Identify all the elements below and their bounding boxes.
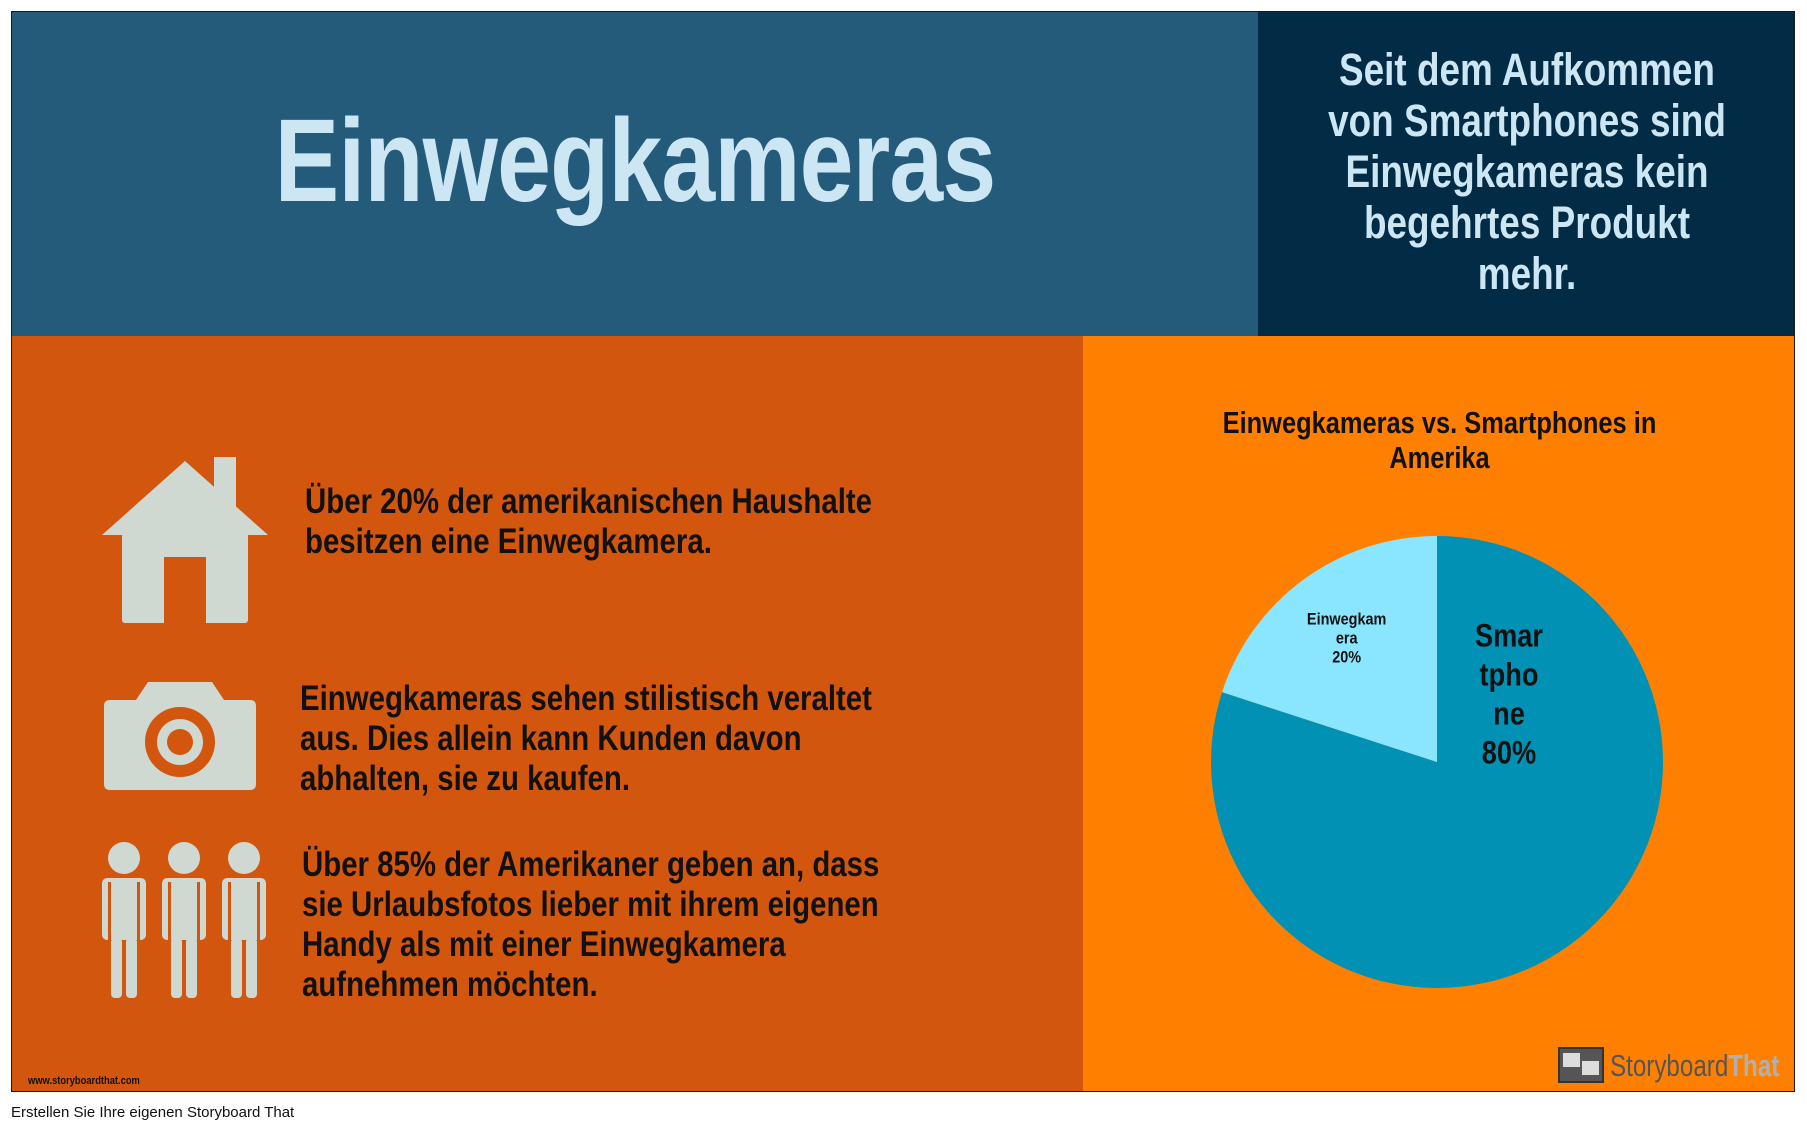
chart-title-line: Einwegkameras vs. Smartphones in	[1222, 405, 1657, 440]
subtitle-line: von Smartphones sind	[1328, 95, 1726, 146]
pie-label-line: 80%	[1482, 736, 1536, 772]
logo-icon	[1558, 1047, 1604, 1083]
logo-word-that: That	[1728, 1048, 1780, 1083]
pie-label-line: Einwegkam	[1307, 611, 1386, 629]
fact-line: sie Urlaubsfotos lieber mit ihrem eigene…	[302, 885, 879, 924]
fact-line: Über 20% der amerikanischen Haushalte	[305, 482, 873, 521]
pie-label-line: era	[1336, 630, 1358, 648]
subtitle-line: Seit dem Aufkommen	[1339, 44, 1715, 95]
subtitle-line: begehrtes Produkt	[1363, 197, 1691, 248]
fact-text-1: Über 20% der amerikanischen Haushalte be…	[305, 482, 872, 562]
pie-label-einwegkamera: Einwegkam era 20%	[1307, 611, 1386, 667]
camera-icon	[104, 682, 256, 790]
logo-word-storyboard: Storyboard	[1610, 1048, 1729, 1083]
people-icon	[102, 842, 266, 998]
subtitle: Seit dem Aufkommen von Smartphones sind …	[1306, 44, 1747, 299]
fact-text-2: Einwegkameras sehen stilistisch veraltet…	[300, 679, 872, 799]
logo-text: StoryboardThat	[1610, 1048, 1779, 1084]
pie-slice-einwegkamera	[1222, 536, 1437, 762]
pie-label-line: 20%	[1332, 649, 1361, 667]
title-banner: Einwegkameras	[12, 12, 1258, 336]
subtitle-banner: Seit dem Aufkommen von Smartphones sind …	[1258, 12, 1794, 336]
subtitle-line: mehr.	[1477, 248, 1577, 299]
fact-text-3: Über 85% der Amerikaner geben an, dass s…	[302, 845, 879, 1005]
pie-label-line: Smar	[1475, 619, 1543, 655]
fact-line: abhalten, sie zu kaufen.	[300, 759, 631, 798]
footer-url: www.storyboardthat.com	[28, 1075, 140, 1087]
fact-line: aus. Dies allein kann Kunden davon	[300, 719, 802, 758]
chart-title: Einwegkameras vs. Smartphones in Amerika	[1147, 405, 1732, 475]
pie-label-line: tpho	[1480, 658, 1539, 694]
subtitle-line: Einwegkameras kein	[1345, 146, 1709, 197]
facts-panel: Über 20% der amerikanischen Haushalte be…	[12, 336, 1083, 1091]
pie-chart: Smar tpho ne 80% Einwegkam era 20%	[1211, 536, 1663, 988]
chart-title-line: Amerika	[1389, 440, 1490, 475]
fact-line: besitzen eine Einwegkamera.	[305, 522, 712, 561]
fact-line: Einwegkameras sehen stilistisch veraltet	[300, 679, 872, 718]
fact-line: Handy als mit einer Einwegkamera	[302, 925, 786, 964]
create-storyboard-link[interactable]: Erstellen Sie Ihre eigenen Storyboard Th…	[11, 1104, 295, 1121]
page-title: Einwegkameras	[274, 95, 997, 227]
pie-label-line: ne	[1493, 697, 1525, 733]
fact-line: aufnehmen möchten.	[302, 965, 598, 1004]
pie-label-smartphone: Smar tpho ne 80%	[1475, 619, 1543, 772]
infographic-board: Einwegkameras Seit dem Aufkommen von Sma…	[11, 11, 1795, 1092]
house-icon	[102, 457, 268, 623]
fact-line: Über 85% der Amerikaner geben an, dass	[302, 845, 880, 884]
storyboardthat-logo: StoryboardThat	[1558, 1045, 1794, 1087]
